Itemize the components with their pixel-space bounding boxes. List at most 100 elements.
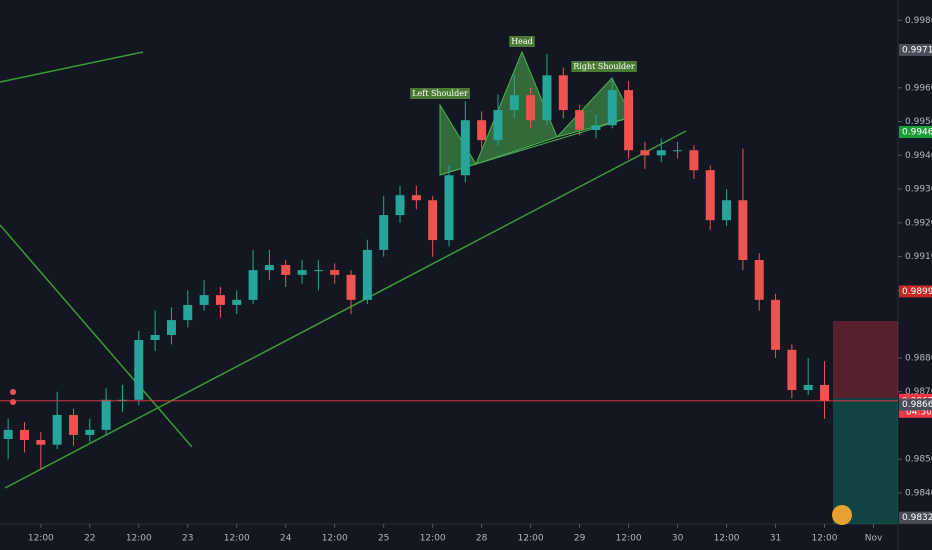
x-tick-label: 23 [182,534,193,544]
candle-body [820,384,830,401]
candle-body [379,215,389,250]
candle-body [444,175,454,241]
candle-body [754,260,764,300]
pattern-label-box [410,88,470,99]
marker [10,399,16,405]
y-tick-label: 0.99100 [905,252,932,262]
price-tag-label: 0.99712 [902,45,932,55]
candle-body [346,274,356,300]
candle-body [313,270,323,272]
candle-body [215,295,225,305]
candle-body [771,299,781,350]
candle-body [722,200,732,221]
candle-body [411,195,421,201]
candle-body [607,90,617,126]
x-tick-label: 12:00 [126,534,152,544]
x-tick-label: 22 [84,534,95,544]
candle-body [803,384,813,390]
candle-body [3,429,13,439]
x-tick-label: 12:00 [322,534,348,544]
candle-body [232,299,242,305]
pattern-label: Right Shoulder [573,62,635,71]
countdown: 04:50 [906,407,932,417]
trend-line [0,224,193,448]
candle-body [575,110,585,130]
candle-body [624,90,634,151]
candle-body [330,270,340,275]
candle-body [542,75,552,121]
x-tick-label: 12:00 [518,534,544,544]
y-tick-label: 0.99200 [905,218,932,228]
y-tick-label: 0.98400 [905,488,932,498]
candle-body [460,120,470,176]
x-tick-label: 24 [280,534,292,544]
candle-body [68,414,78,435]
candle-body [591,125,601,130]
candle-body [395,195,405,216]
price-tag-label: 0.99469 [902,128,932,138]
candle-body [673,150,683,152]
candle-body [117,399,127,401]
candle-body [166,320,176,335]
y-tick-label: 0.99300 [905,185,932,195]
candle-body [199,295,209,305]
candle-body [248,270,258,300]
y-tick-label: 0.98800 [905,353,932,363]
price-tag-label: 0.98662 [902,400,932,410]
candle-body [705,170,715,221]
price-tag [899,126,932,139]
y-tick-label: 0.99500 [905,117,932,127]
price-tag [899,511,932,524]
candle-body [183,304,193,321]
trend-line [4,130,687,489]
candle-body [297,270,307,275]
pattern-label: Left Shoulder [412,89,468,98]
candle-body [85,429,95,435]
price-tag-label: 0.98327 [902,513,932,523]
candle-body [640,150,650,156]
x-tick-label: 12:00 [812,534,838,544]
y-tick-label: 0.99400 [905,151,932,161]
candle-body [509,95,519,111]
marker [10,389,16,395]
x-tick-label: 28 [476,534,488,544]
candle-body [428,200,438,241]
x-tick-label: 12:00 [420,534,446,544]
candle-body [36,439,46,445]
price-tag-label: 0.98997 [902,287,932,297]
x-tick-label: 31 [770,534,781,544]
y-tick-label: 0.98700 [905,387,932,397]
y-tick-label: 0.98500 [905,455,932,465]
candle-body [493,110,503,141]
candle-body [787,349,797,390]
trend-line [0,51,144,83]
candle-body [264,265,274,271]
y-tick-label: 0.99600 [905,83,932,93]
price-tag [899,43,932,56]
candle-body [134,340,144,400]
x-tick-label: 12:00 [224,534,250,544]
candle-body [362,249,372,300]
candle-body [101,399,111,430]
x-tick-label: 25 [378,534,389,544]
price-tag [899,285,932,298]
target-zone [833,398,898,524]
x-tick-label: 12:00 [714,534,740,544]
y-tick-label: 0.99800 [905,16,932,26]
price-tag [899,398,932,411]
pattern-label: Head [511,37,533,46]
candle-body [656,150,666,156]
pattern-label-box [571,61,637,72]
candle-body [477,120,487,141]
logo-badge[interactable] [832,505,852,525]
candle-body [150,334,160,341]
candle-body [558,75,568,111]
candle-body [281,265,291,275]
stop-zone [833,321,898,398]
candle-body [689,150,699,171]
candle-body [20,429,29,440]
pattern-label-box [509,36,535,47]
x-tick-label: 29 [574,534,586,544]
x-tick-label: 12:00 [616,534,642,544]
